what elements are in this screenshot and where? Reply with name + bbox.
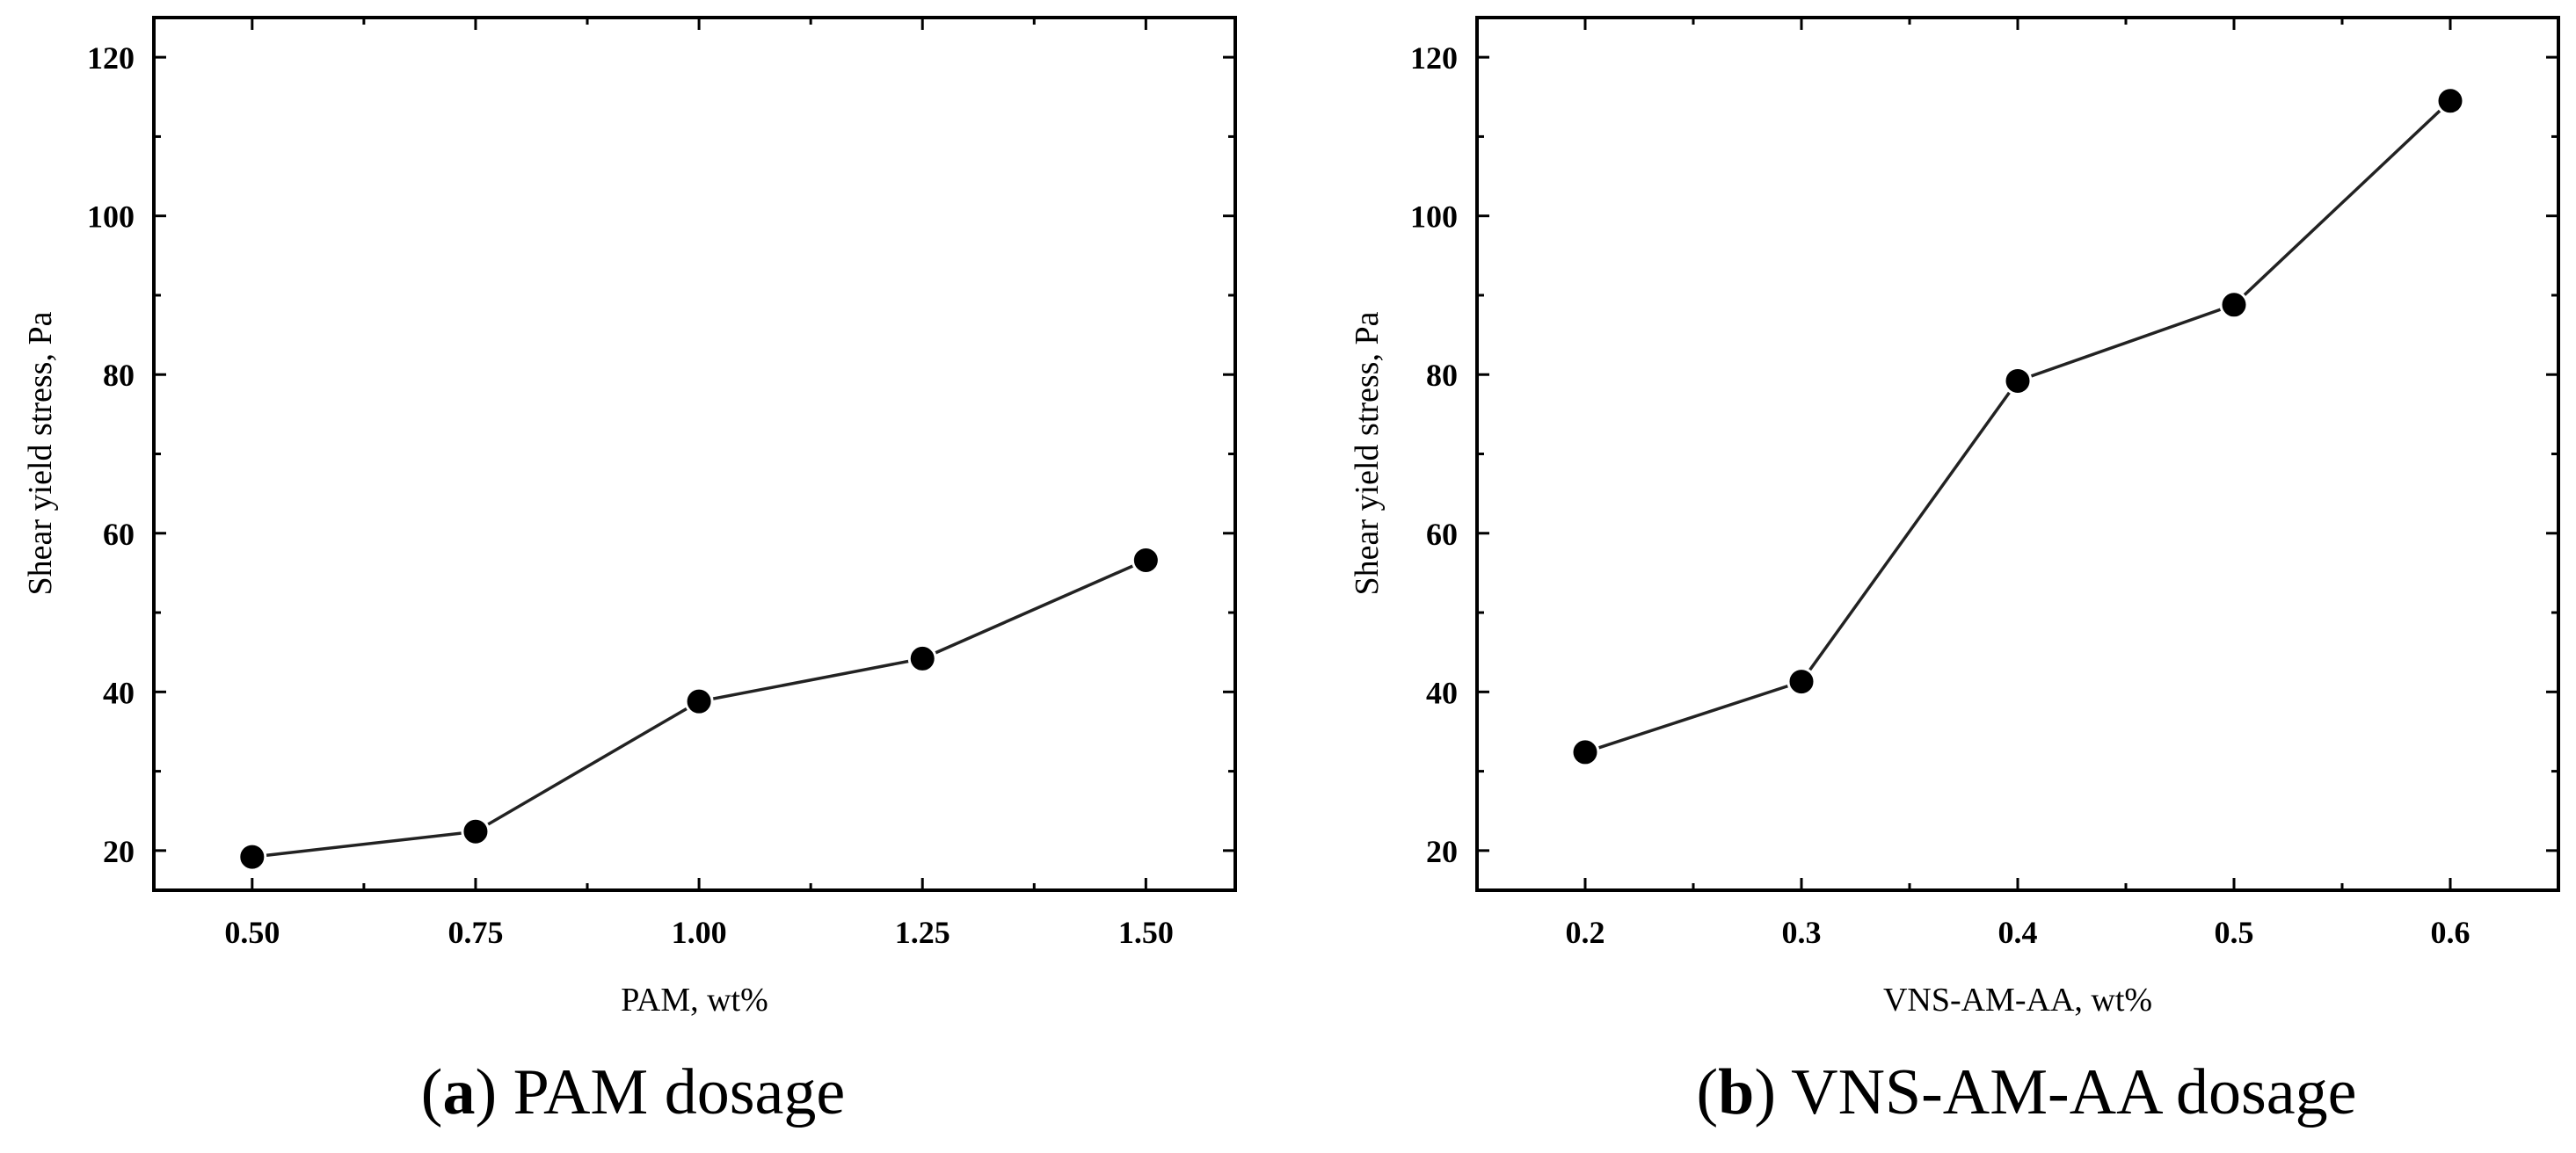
x-tick-label: 0.6	[2431, 915, 2470, 950]
y-tick-labels-a: 20 40 60 80 100 120	[87, 40, 135, 869]
y-tick-label: 100	[87, 199, 135, 235]
x-tick-labels-a: 0.50 0.75 1.00 1.25 1.50	[224, 915, 1174, 950]
data-point	[1570, 737, 1600, 767]
x-tick-labels-b: 0.2 0.3 0.4 0.5 0.6	[1566, 915, 2470, 950]
data-point	[907, 643, 937, 673]
data-point	[2219, 290, 2249, 320]
ticks-a	[154, 18, 1235, 890]
series-b	[1570, 86, 2465, 767]
caption-text-a: PAM dosage	[513, 1056, 846, 1128]
caption-b: (b) VNS-AM-AA dosage	[1697, 1056, 2357, 1128]
series-a	[237, 545, 1161, 872]
data-point	[684, 686, 714, 716]
x-tick-label: 1.50	[1118, 915, 1174, 950]
x-tick-label: 0.50	[224, 915, 280, 950]
plot-frame-b	[1475, 16, 2560, 892]
x-tick-label: 0.5	[2215, 915, 2254, 950]
ticks-b	[1475, 18, 2560, 890]
x-tick-label: 0.2	[1566, 915, 1605, 950]
x-tick-label: 0.4	[1998, 915, 2038, 950]
x-tick-label: 1.00	[672, 915, 727, 950]
y-tick-label: 40	[103, 675, 135, 710]
caption-text-b: VNS-AM-AA dosage	[1791, 1056, 2356, 1128]
x-tick-label: 0.3	[1782, 915, 1822, 950]
y-tick-label: 60	[103, 517, 135, 552]
y-tick-label: 60	[1426, 517, 1458, 552]
y-tick-label: 20	[1426, 834, 1458, 869]
y-tick-label: 120	[87, 40, 135, 76]
plot-frame-a	[152, 16, 1237, 892]
data-point	[2435, 86, 2465, 116]
data-point	[1786, 667, 1816, 697]
x-axis-title-a: PAM, wt%	[621, 982, 768, 1019]
series-line-b	[1584, 99, 2452, 754]
y-tick-label: 80	[1426, 358, 1458, 393]
y-tick-label: 80	[103, 358, 135, 393]
chart-panel-b: 20 40 60 80 100 120 0.2 0.3 0.4 0.5 0.6 VNS-AM-AA…	[1349, 16, 2560, 1128]
y-tick-labels-b: 20 40 60 80 100 120	[1410, 40, 1458, 869]
x-tick-label: 1.25	[895, 915, 950, 950]
data-point	[1131, 545, 1161, 575]
data-point	[2003, 366, 2033, 395]
caption-letter-b: b	[1718, 1056, 1754, 1128]
x-tick-label: 0.75	[448, 915, 503, 950]
y-tick-label: 100	[1410, 199, 1458, 235]
y-axis-title-a: Shear yield stress, Pa	[22, 311, 59, 595]
data-point	[237, 842, 267, 872]
caption-a: (a) PAM dosage	[421, 1056, 845, 1128]
y-tick-label: 120	[1410, 40, 1458, 76]
y-axis-title-b: Shear yield stress, Pa	[1349, 311, 1386, 595]
chart-panel-a: 20 40 60 80 100 120 0.50 0.75 1.00 1.25 1.50 PAM,…	[22, 16, 1237, 1128]
y-tick-label: 40	[1426, 675, 1458, 710]
y-tick-label: 20	[103, 834, 135, 869]
data-point	[461, 816, 491, 846]
x-axis-title-b: VNS-AM-AA, wt%	[1883, 982, 2152, 1019]
caption-letter-a: a	[442, 1056, 475, 1128]
